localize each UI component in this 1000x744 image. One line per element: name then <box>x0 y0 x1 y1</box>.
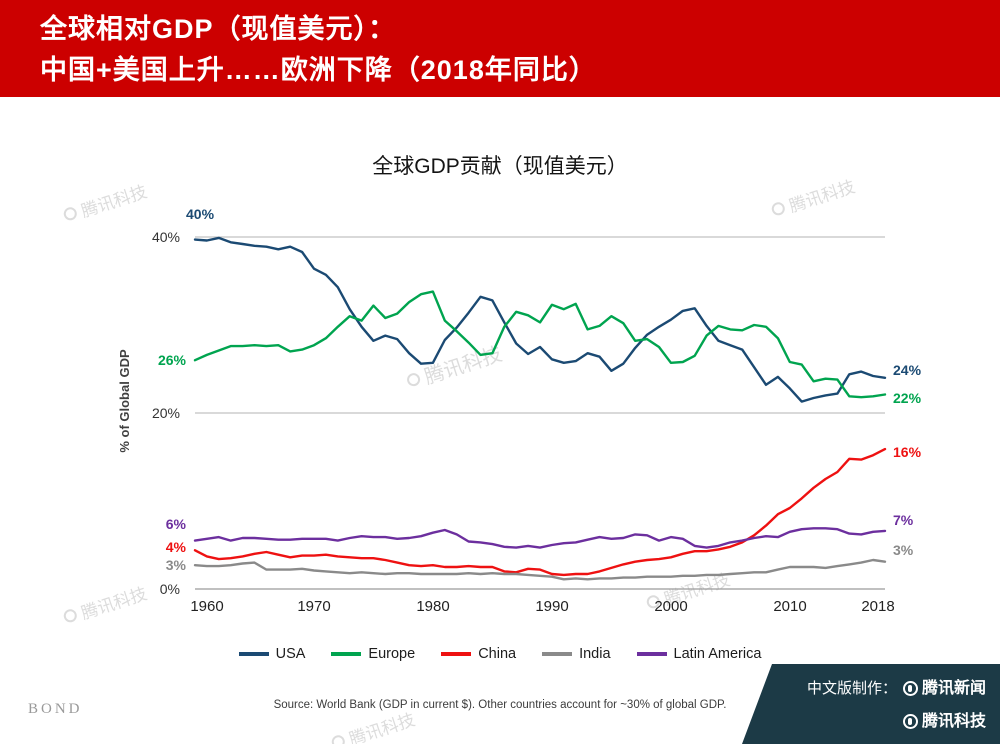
tencent-tech-logo-icon <box>902 714 918 729</box>
legend-item-china: China <box>441 646 516 662</box>
legend-swatch-usa <box>238 652 269 656</box>
legend-swatch-india <box>542 652 573 656</box>
watermark-logo-icon <box>770 200 787 217</box>
credit-prefix: 中文版制作： <box>806 680 897 697</box>
series-start-label-europe: 26% <box>157 352 186 368</box>
series-end-label-usa: 24% <box>893 362 922 378</box>
y-tick-label: 20% <box>151 405 180 421</box>
x-tick-label: 1970 <box>297 598 331 615</box>
y-tick-label: 40% <box>151 229 180 245</box>
series-end-label-europe: 22% <box>893 390 922 406</box>
series-start-label-latin-america: 6% <box>165 516 186 532</box>
chart-title: 全球GDP贡献（现值美元） <box>372 155 628 178</box>
watermark-text: 腾讯科技 <box>78 182 150 222</box>
watermark: 腾讯科技 <box>60 579 150 629</box>
watermark-logo-icon <box>62 205 79 222</box>
series-end-label-india: 3% <box>893 542 914 558</box>
legend-item-europe: Europe <box>331 646 415 662</box>
series-start-label-usa: 40% <box>186 206 215 222</box>
series-end-label-china: 16% <box>893 444 922 460</box>
credit-ribbon: 中文版制作： 腾讯新闻 腾讯科技 <box>742 664 1000 744</box>
credit-brand-news: 腾讯新闻 <box>921 680 986 697</box>
watermark-text: 腾讯科技 <box>421 343 505 389</box>
source-note: Source: World Bank (GDP in current $). O… <box>273 699 727 711</box>
chart-legend: USA Europe China India Latin America <box>0 646 1000 662</box>
y-tick-label: 0% <box>159 581 180 597</box>
header-title-line1: 全球相对GDP（现值美元）： <box>40 14 397 44</box>
legend-label-latin-america: Latin America <box>673 646 762 662</box>
legend-item-latin-america: Latin America <box>636 646 762 662</box>
x-tick-label: 1980 <box>416 598 450 615</box>
bond-logo: BOND <box>28 701 83 717</box>
watermark: 腾讯科技 <box>60 177 150 227</box>
legend-label-europe: Europe <box>368 646 416 662</box>
watermark-text: 腾讯科技 <box>78 584 150 624</box>
legend-label-china: China <box>478 646 517 662</box>
watermark-logo-icon <box>330 733 347 744</box>
series-start-label-china: 4% <box>165 539 186 555</box>
y-axis-label: % of Global GDP <box>117 349 132 453</box>
credit-row-2: 腾讯科技 <box>742 707 986 731</box>
series-start-label-india: 3% <box>165 557 186 573</box>
x-tick-label: 1960 <box>190 598 224 615</box>
credit-row-1: 中文版制作： 腾讯新闻 <box>742 674 986 698</box>
watermark-logo-icon <box>405 371 422 388</box>
x-tick-label: 2018 <box>861 598 895 615</box>
watermark: 腾讯科技 <box>403 338 505 396</box>
series-end-label-latin-america: 7% <box>893 512 914 528</box>
legend-item-india: India <box>542 646 611 662</box>
legend-label-india: India <box>579 646 611 662</box>
watermark: 腾讯科技 <box>328 705 418 744</box>
x-tick-label: 2000 <box>654 598 688 615</box>
tencent-news-logo-icon <box>902 681 918 696</box>
legend-swatch-latin-america <box>636 652 667 656</box>
legend-swatch-china <box>441 652 472 656</box>
header-banner: 全球相对GDP（现值美元）： 中国+美国上升……欧洲下降（2018年同比） <box>0 0 1000 97</box>
watermark-logo-icon <box>62 607 79 624</box>
header-title-line2: 中国+美国上升……欧洲下降（2018年同比） <box>40 55 597 85</box>
legend-swatch-europe <box>331 652 362 656</box>
legend-item-usa: USA <box>238 646 306 662</box>
legend-label-usa: USA <box>275 646 306 662</box>
watermark-text: 腾讯科技 <box>346 710 418 744</box>
credit-brand-tech: 腾讯科技 <box>921 713 986 730</box>
x-tick-label: 2010 <box>773 598 807 615</box>
x-tick-label: 1990 <box>535 598 569 615</box>
